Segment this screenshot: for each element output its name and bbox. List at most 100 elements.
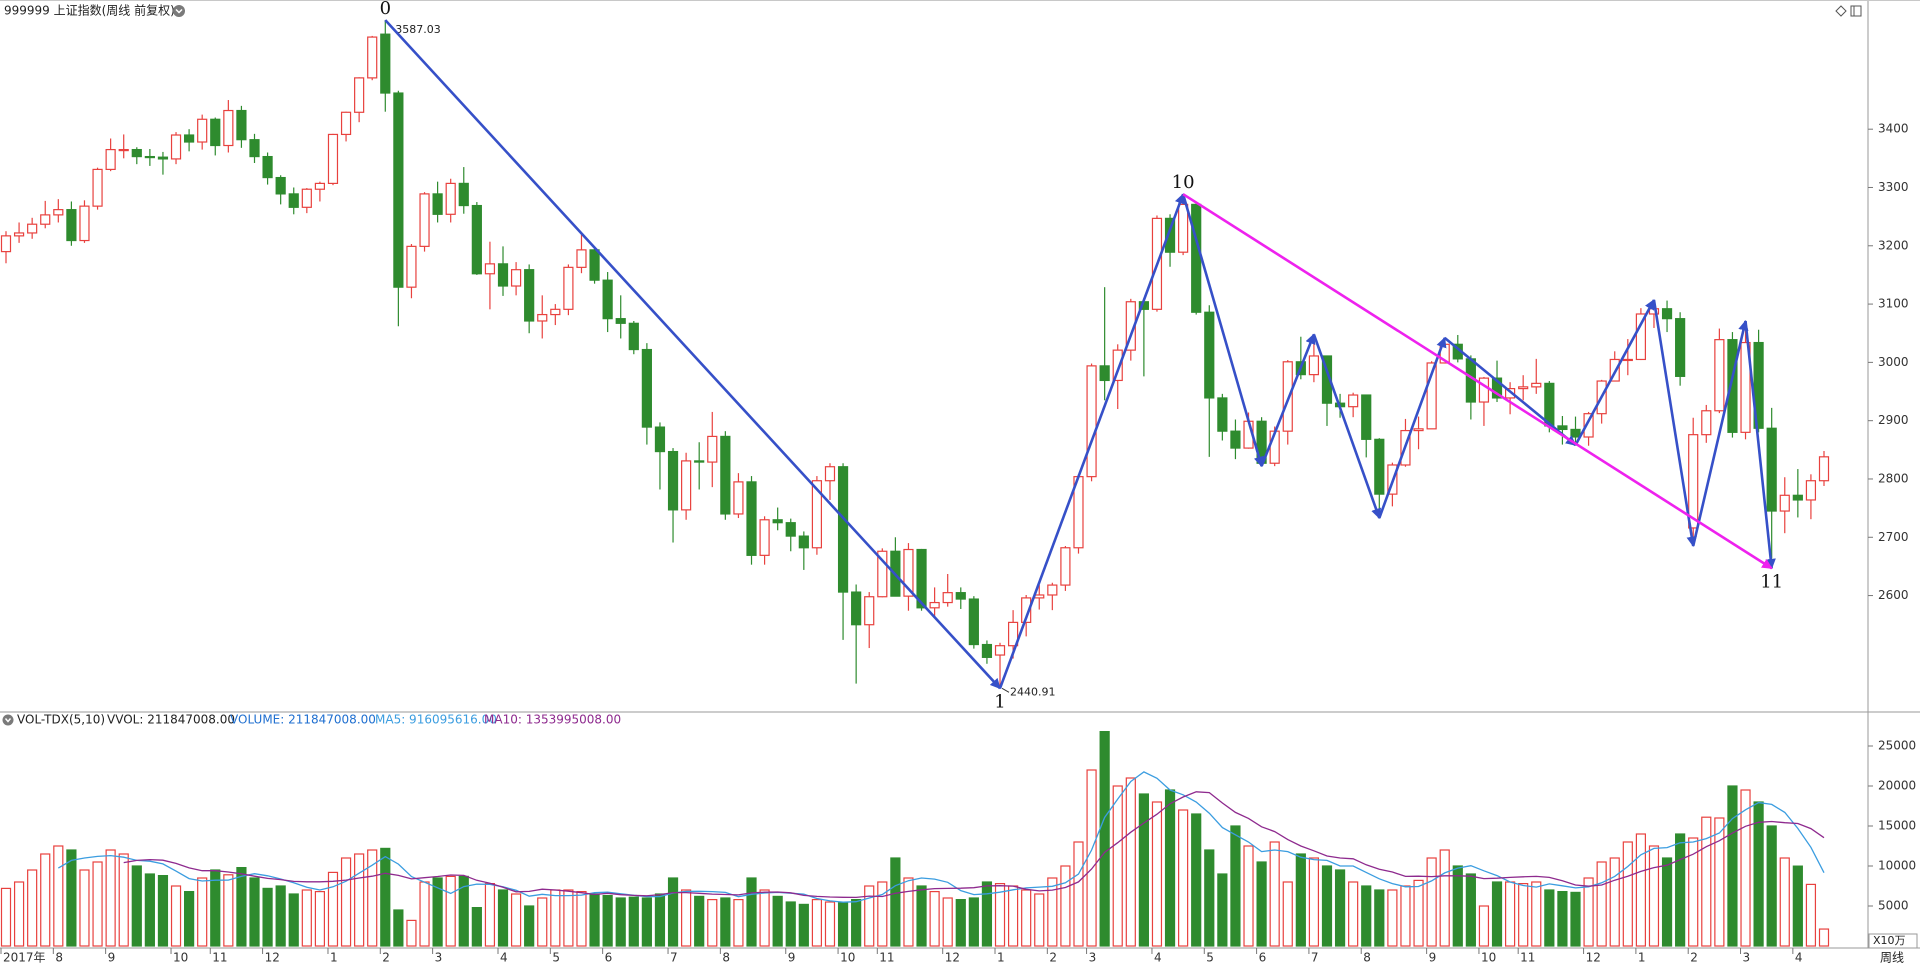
x-tick-label: 7 xyxy=(670,951,678,965)
price-note: 2440.91 xyxy=(1010,685,1056,698)
candle-body xyxy=(380,33,391,94)
volume-bar xyxy=(1060,865,1071,947)
volume-bar xyxy=(1439,849,1450,947)
price-note: 3587.03 xyxy=(395,23,441,36)
volume-bar xyxy=(641,897,652,947)
volume-bar xyxy=(1426,857,1437,947)
volume-bar xyxy=(1112,785,1123,947)
candle-body xyxy=(184,134,195,143)
candle-body xyxy=(746,481,757,556)
volume-bar xyxy=(79,869,90,947)
volume-bar xyxy=(1230,825,1241,947)
volume-bar xyxy=(288,893,299,947)
y-tick-label: 20000 xyxy=(1878,779,1916,793)
candle-body xyxy=(288,193,299,208)
y-tick-label: 3400 xyxy=(1878,122,1909,136)
volume-bar xyxy=(144,873,155,947)
volume-bar xyxy=(1648,845,1660,947)
candle-body xyxy=(1622,358,1633,362)
volume-bar xyxy=(1256,861,1267,947)
x-tick-label: 1 xyxy=(1638,951,1646,965)
candle-body xyxy=(1661,308,1673,320)
dropdown-icon[interactable] xyxy=(2,714,14,726)
candle-body xyxy=(1583,413,1594,438)
candle-body xyxy=(1034,594,1045,599)
wave-label: 1 xyxy=(994,691,1005,712)
volume-bar xyxy=(1570,891,1581,947)
legend-entry: VOLUME: 211847008.00 xyxy=(230,713,376,727)
candle-body xyxy=(1308,355,1320,376)
candle-body xyxy=(1740,341,1751,433)
candle-body xyxy=(955,592,966,600)
volume-bar xyxy=(1583,877,1594,947)
x-tick-label: 12 xyxy=(265,951,280,965)
candle-body xyxy=(1688,434,1699,529)
candle-body xyxy=(262,155,273,179)
candle-body xyxy=(864,596,875,626)
volume-bar xyxy=(1007,885,1019,947)
candle-body xyxy=(1321,355,1333,404)
volume-bar xyxy=(301,889,312,947)
volume-bars xyxy=(0,730,1830,947)
volume-bar xyxy=(354,853,365,947)
volume-bar xyxy=(118,853,129,947)
candle-body xyxy=(1805,480,1817,501)
diamond-icon[interactable] xyxy=(1835,5,1847,17)
candle-body xyxy=(40,214,51,225)
candle-body xyxy=(772,519,783,524)
volume-bar xyxy=(157,874,169,947)
candle-body xyxy=(994,645,1006,656)
volume-bar xyxy=(419,881,430,947)
volume-bar xyxy=(1348,881,1359,947)
candle-body xyxy=(550,308,561,316)
candle-body xyxy=(367,36,378,79)
window-icon[interactable] xyxy=(1850,5,1862,17)
x-tick-label: 1 xyxy=(330,951,338,965)
candle-body xyxy=(118,148,129,152)
volume-bar xyxy=(314,890,325,947)
candle-body xyxy=(471,204,482,275)
candle-body xyxy=(1818,456,1830,482)
x-tick-label: 2 xyxy=(1049,951,1057,965)
volume-bar xyxy=(1204,849,1215,947)
candle-body xyxy=(628,322,639,351)
candle-body xyxy=(393,92,404,288)
volume-bar xyxy=(550,889,561,947)
indicator-menu-icon[interactable] xyxy=(2,714,14,726)
volume-bar xyxy=(393,909,404,947)
wave-label: 10 xyxy=(1172,172,1195,193)
volume-bar xyxy=(615,897,626,947)
candle-body xyxy=(197,118,208,143)
candle-body xyxy=(340,111,352,136)
period-menu-icon[interactable] xyxy=(173,5,185,17)
candle-body xyxy=(1374,438,1385,495)
candle-body xyxy=(1635,313,1646,361)
x-tick-label: 5 xyxy=(552,951,560,965)
wave-line xyxy=(384,19,1001,690)
volume-bar xyxy=(236,866,247,947)
candle-body xyxy=(1701,410,1712,436)
candle-body xyxy=(236,109,247,141)
chart-title: 999999 上证指数(周线 前复权) xyxy=(4,3,175,18)
indicator-title: VOL-TDX(5,10) xyxy=(17,713,105,727)
candle-body xyxy=(694,460,705,463)
candle-body xyxy=(1570,428,1581,438)
volume-bar xyxy=(432,877,443,947)
volume-bar xyxy=(1505,881,1516,947)
volume-bar xyxy=(602,894,613,947)
candle-body xyxy=(1021,597,1032,623)
volume-bar xyxy=(131,865,142,947)
volume-bar xyxy=(824,901,836,947)
y-tick-label: 3100 xyxy=(1878,297,1909,311)
candle-body xyxy=(929,601,940,609)
wave-label: 11 xyxy=(1760,571,1783,592)
dropdown-icon[interactable] xyxy=(173,5,185,17)
volume-bar xyxy=(484,882,496,947)
x-tick-label: 9 xyxy=(108,951,116,965)
volume-bar xyxy=(1334,869,1346,947)
candle-body xyxy=(0,235,12,253)
volume-bar xyxy=(851,898,862,947)
volume-bar xyxy=(1400,885,1411,947)
volume-bar xyxy=(1178,809,1189,947)
